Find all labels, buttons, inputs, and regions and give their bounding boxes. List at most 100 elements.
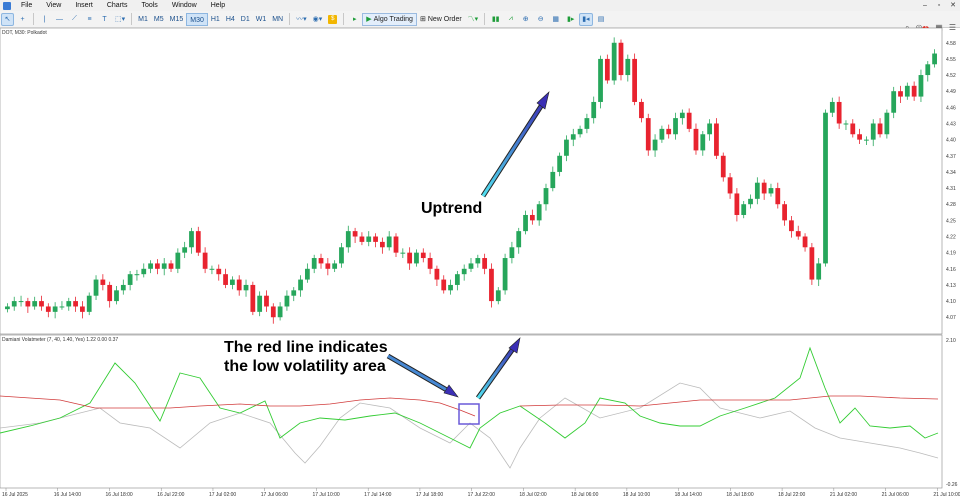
candle-body — [352, 231, 358, 237]
time-tick: 17 Jul 10:00 — [312, 492, 339, 498]
menu-window[interactable]: Window — [171, 2, 197, 9]
candles-icon[interactable]: ▮▮ — [491, 16, 500, 23]
candle-body — [911, 85, 917, 97]
candle-body — [857, 134, 862, 140]
price-chart[interactable]: 4.58 4.55 4.52 4.49 4.46 4.43 4.40 4.37 4.34 4.31… — [0, 27, 960, 498]
candle-body — [379, 241, 385, 248]
time-tick: 18 Jul 06:00 — [571, 492, 598, 498]
chart-type-icon[interactable]: 〰▾ — [296, 16, 307, 23]
highlight-box — [458, 403, 480, 425]
time-tick: 16 Jul 18:00 — [105, 492, 132, 498]
timeframe-d1[interactable]: D1 — [240, 15, 250, 23]
time-tick: 17 Jul 22:00 — [468, 492, 495, 498]
main-pane — [0, 27, 943, 335]
noise-line — [0, 382, 939, 469]
timeframe-m30[interactable]: M30 — [186, 12, 208, 26]
timeframe-m15[interactable]: M15 — [169, 15, 184, 23]
candle-body — [509, 247, 515, 259]
trendline-icon[interactable]: ⟋ — [72, 15, 77, 22]
price-tick: 4.58 — [946, 41, 956, 47]
candle-body — [73, 301, 78, 307]
timeframe-mn[interactable]: MN — [272, 15, 284, 23]
candle-body — [45, 306, 51, 312]
menu-help[interactable]: Help — [210, 2, 226, 9]
candle-body — [584, 118, 590, 129]
timeframe-h4[interactable]: H4 — [225, 15, 235, 23]
timeframe-m1[interactable]: M1 — [138, 15, 148, 23]
zoom-out-icon[interactable]: ⊖ — [537, 16, 544, 23]
candle-body — [604, 58, 610, 81]
candle-body — [714, 123, 719, 156]
timeframe-m5[interactable]: M5 — [153, 15, 164, 23]
color-scheme-icon[interactable]: ◉▾ — [312, 16, 323, 23]
candle-body — [223, 274, 228, 285]
grid-icon[interactable]: ▦ — [552, 16, 559, 23]
candle-body — [823, 112, 828, 264]
candle-body — [898, 91, 903, 97]
app-icon — [3, 1, 11, 10]
horizontal-line-icon[interactable]: — — [56, 15, 63, 23]
menu-view[interactable]: View — [46, 2, 62, 9]
vertical-line-icon[interactable]: | — [43, 15, 46, 23]
symbol-label: DOT, M30: Polkadot — [2, 30, 47, 36]
channel-icon[interactable]: ≡ — [87, 15, 92, 23]
candle-body — [141, 268, 147, 275]
candle-body — [884, 112, 890, 135]
candle-body — [782, 204, 787, 221]
candle-body — [850, 123, 856, 135]
candle-body — [461, 268, 467, 275]
new-order-button[interactable]: ⊞ New Order — [417, 13, 465, 26]
candle-body — [155, 263, 160, 269]
text-icon[interactable]: T — [102, 15, 107, 23]
crosshair-icon[interactable]: + — [20, 15, 25, 23]
account-icon[interactable]: ▦ — [935, 23, 943, 32]
candle-body — [836, 101, 842, 124]
line-chart-icon[interactable]: ⩘ — [508, 15, 513, 22]
shapes-icon[interactable]: ⬚▾ — [115, 16, 126, 23]
candle-body — [673, 118, 678, 135]
strategy-tester-icon[interactable]: ▸ — [352, 16, 357, 23]
chart-area[interactable]: 4.58 4.55 4.52 4.49 4.46 4.43 4.40 4.37 4.34 4.31… — [0, 27, 960, 498]
candle-body — [741, 204, 747, 215]
uptrend-arrow — [480, 91, 550, 198]
candle-body — [366, 236, 372, 242]
auto-scroll-icon[interactable]: ▮▸ — [567, 16, 575, 23]
candle-body — [652, 139, 658, 151]
candle-body — [720, 155, 726, 178]
time-tick: 17 Jul 02:00 — [209, 492, 236, 498]
price-tick: 4.34 — [946, 170, 956, 176]
timeframe-w1[interactable]: W1 — [255, 15, 267, 23]
candle-body — [270, 306, 276, 318]
candle-body — [864, 139, 869, 141]
separator — [33, 13, 34, 25]
candle-body — [407, 252, 413, 264]
candle-body — [482, 258, 488, 269]
separator — [131, 13, 133, 25]
separator — [343, 13, 345, 25]
menu-file[interactable]: File — [21, 2, 33, 9]
candle-body — [236, 279, 242, 291]
candle-body — [127, 274, 133, 285]
candle-body — [727, 177, 733, 194]
menu-charts[interactable]: Charts — [106, 2, 128, 9]
algo-trading-button[interactable]: ▶ Algo Trading — [362, 12, 417, 26]
menu-tools[interactable]: Tools — [141, 2, 158, 9]
close-icon[interactable]: ✕ — [950, 2, 956, 9]
restore-icon[interactable]: ▫ — [937, 2, 941, 9]
cursor-icon[interactable]: ↖ — [1, 12, 14, 26]
help-icon[interactable]: ☰ — [948, 23, 956, 32]
signals-icon[interactable]: 〽▾ — [467, 16, 479, 23]
chart-shift-icon[interactable]: ▮◂ — [579, 12, 593, 26]
timeframe-h1[interactable]: H1 — [210, 15, 220, 23]
template-icon[interactable]: $ — [326, 13, 339, 26]
screenshot-icon[interactable]: ▤ — [597, 16, 605, 23]
minimize-icon[interactable]: – — [923, 2, 927, 9]
candle-body — [243, 284, 249, 291]
zoom-in-icon[interactable]: ⊕ — [522, 16, 529, 23]
candle-body — [264, 295, 269, 307]
search-icon[interactable]: ⌕ — [905, 23, 910, 32]
time-tick: 18 Jul 10:00 — [623, 492, 650, 498]
candle-body — [557, 155, 563, 172]
menu-insert[interactable]: Insert — [75, 2, 93, 9]
candle-body — [195, 231, 201, 253]
